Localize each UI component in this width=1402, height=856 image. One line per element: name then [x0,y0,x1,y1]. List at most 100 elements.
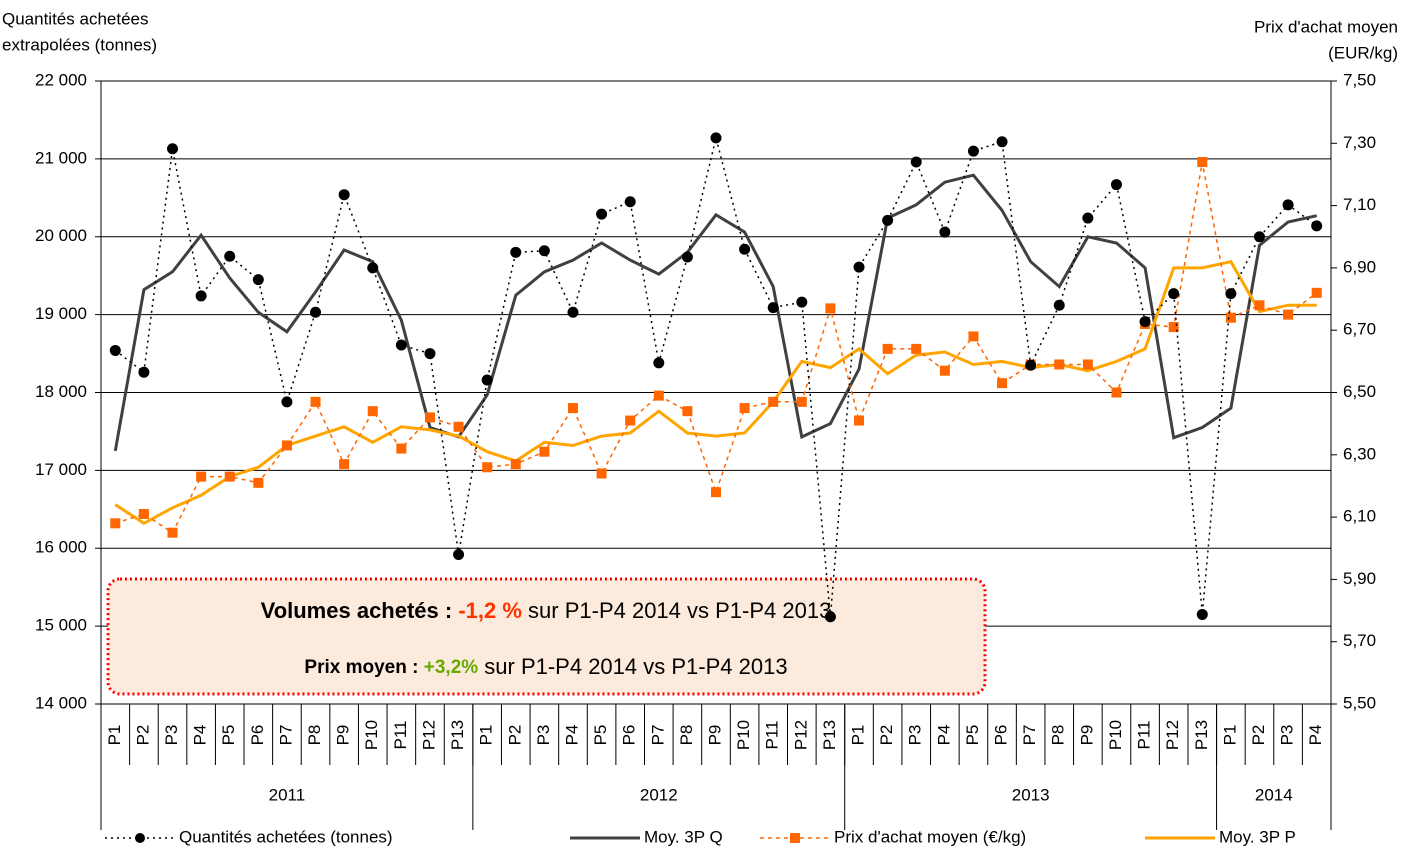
data-point [538,245,550,257]
data-point [796,396,807,407]
x-tick-label: P5 [591,725,610,746]
x-tick-label: P12 [419,720,438,750]
legend-marker [135,833,145,843]
data-point [567,306,579,318]
data-point [768,396,779,407]
data-point [882,214,894,226]
data-point [167,143,179,155]
x-tick-label: P7 [276,725,295,746]
data-point [252,274,264,286]
x-tick-label: P3 [534,725,553,746]
x-tick-label: P8 [677,725,696,746]
annotation-part: sur P1-P4 2014 vs P1-P4 2013 [522,598,831,623]
data-point [1311,220,1323,232]
data-point [1254,300,1265,311]
x-tick-label: P8 [1049,725,1068,746]
legend-marker [790,833,800,843]
data-point [310,396,321,407]
data-point [138,366,150,378]
x-tick-label: P8 [305,725,324,746]
x-tick-label: P13 [1192,720,1211,750]
y-tick-label: 16 000 [35,538,87,557]
y2-tick-label: 6,30 [1343,444,1376,463]
data-point [1196,608,1208,620]
y2-tick-label: 7,30 [1343,133,1376,152]
data-point [624,196,636,208]
x-tick-label: P12 [1163,720,1182,750]
data-point [1311,287,1322,298]
data-point [1282,199,1294,211]
data-point [853,261,865,273]
data-point [825,303,836,314]
x-tick-label: P12 [791,720,810,750]
data-point [1110,179,1122,191]
data-point [167,527,178,538]
y2-tick-label: 7,50 [1343,70,1376,89]
data-point [510,246,522,258]
y2-axis-label: Prix d'achat moyen [1254,17,1398,36]
x-tick-label: P9 [334,725,353,746]
x-tick-label: P13 [448,720,467,750]
data-point [1225,312,1236,323]
annotation-box [106,577,987,696]
x-tick-label: P3 [162,725,181,746]
y-tick-label: 14 000 [35,693,87,712]
data-point [739,243,751,255]
data-point [681,251,693,263]
data-point [1082,212,1094,224]
data-point [1283,309,1294,320]
data-point [824,611,836,623]
data-point [796,296,808,308]
x-tick-label: P5 [219,725,238,746]
x-tick-label: P2 [1249,725,1268,746]
y2-tick-label: 5,90 [1343,569,1376,588]
data-point [510,459,521,470]
data-point [567,403,578,414]
x-tick-label: P6 [620,725,639,746]
annotation: Prix moyen : +3,2% sur P1-P4 2014 vs P1-… [304,654,787,679]
data-point [996,136,1008,148]
x-tick-label: P11 [391,721,410,750]
data-point [596,468,607,479]
x-tick-label: P9 [705,725,724,746]
x-tick-label: P4 [562,725,581,746]
data-point [625,415,636,426]
x-tick-label: P4 [934,725,953,746]
x-tick-label: P10 [734,720,753,750]
data-point [453,548,465,560]
data-point [1082,359,1093,370]
legend-label: Prix d'achat moyen (€/kg) [834,827,1026,846]
y-tick-label: 17 000 [35,460,87,479]
x-tick-label: P4 [1306,725,1325,746]
data-point [653,390,664,401]
y-tick-label: 18 000 [35,382,87,401]
y2-axis-label: (EUR/kg) [1328,43,1398,62]
data-point [967,145,979,157]
x-tick-label: P6 [248,725,267,746]
x-tick-label: P5 [963,725,982,746]
y2-tick-label: 7,10 [1343,195,1376,214]
data-point [338,189,350,201]
data-point [910,156,922,168]
annotation-part: sur P1-P4 2014 vs P1-P4 2013 [478,654,787,679]
y-tick-label: 15 000 [35,616,87,635]
data-point [253,477,264,488]
data-point [539,446,550,457]
data-point [682,406,693,417]
data-point [482,462,493,473]
data-point [367,406,378,417]
data-point [110,518,121,529]
data-point [453,421,464,432]
y2-tick-label: 5,70 [1343,631,1376,650]
data-point [367,262,379,274]
x-tick-label: P3 [1278,725,1297,746]
data-point [224,250,236,262]
x-tick-label: P11 [763,721,782,750]
x-tick-label: P1 [477,725,496,746]
x-tick-label: P11 [1135,721,1154,750]
data-point [911,343,922,354]
y2-tick-label: 6,50 [1343,382,1376,401]
data-point [1025,359,1037,371]
data-point [310,306,322,318]
